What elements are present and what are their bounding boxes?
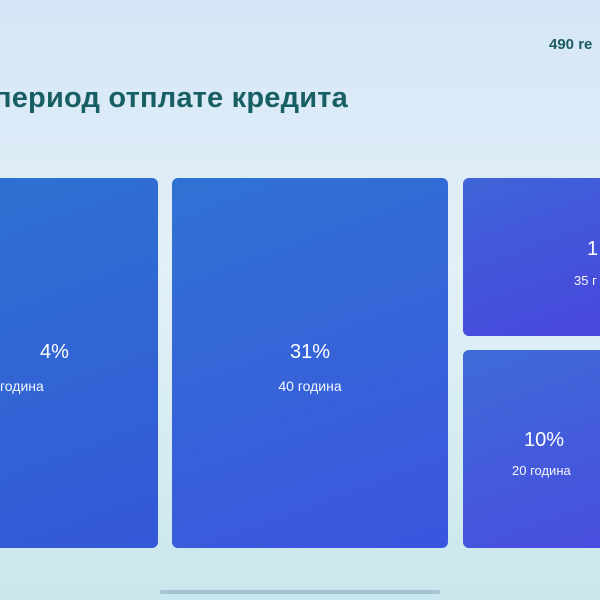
treemap-tile-35-years[interactable]: 1 35 г (463, 178, 600, 336)
page-title: период отплате кредита (0, 82, 348, 114)
horizontal-scrollbar[interactable] (160, 590, 440, 594)
treemap-tile-4-percent[interactable]: 4% година (0, 178, 158, 548)
treemap-tile-10-percent[interactable]: 10% 20 година (463, 350, 600, 548)
tile-percent: 1 (587, 238, 599, 260)
tile-label: 40 година (278, 378, 342, 394)
count-label: 490 re (549, 36, 593, 53)
tile-label: година (0, 378, 44, 394)
tile-percent: 10% (524, 429, 565, 451)
tile-percent: 4% (40, 341, 69, 363)
tile-label: 20 година (512, 463, 571, 478)
treemap-tile-31-percent[interactable]: 31% 40 година (172, 178, 448, 548)
tile-label: 35 г (574, 273, 597, 288)
tile-percent: 31% (289, 341, 331, 363)
